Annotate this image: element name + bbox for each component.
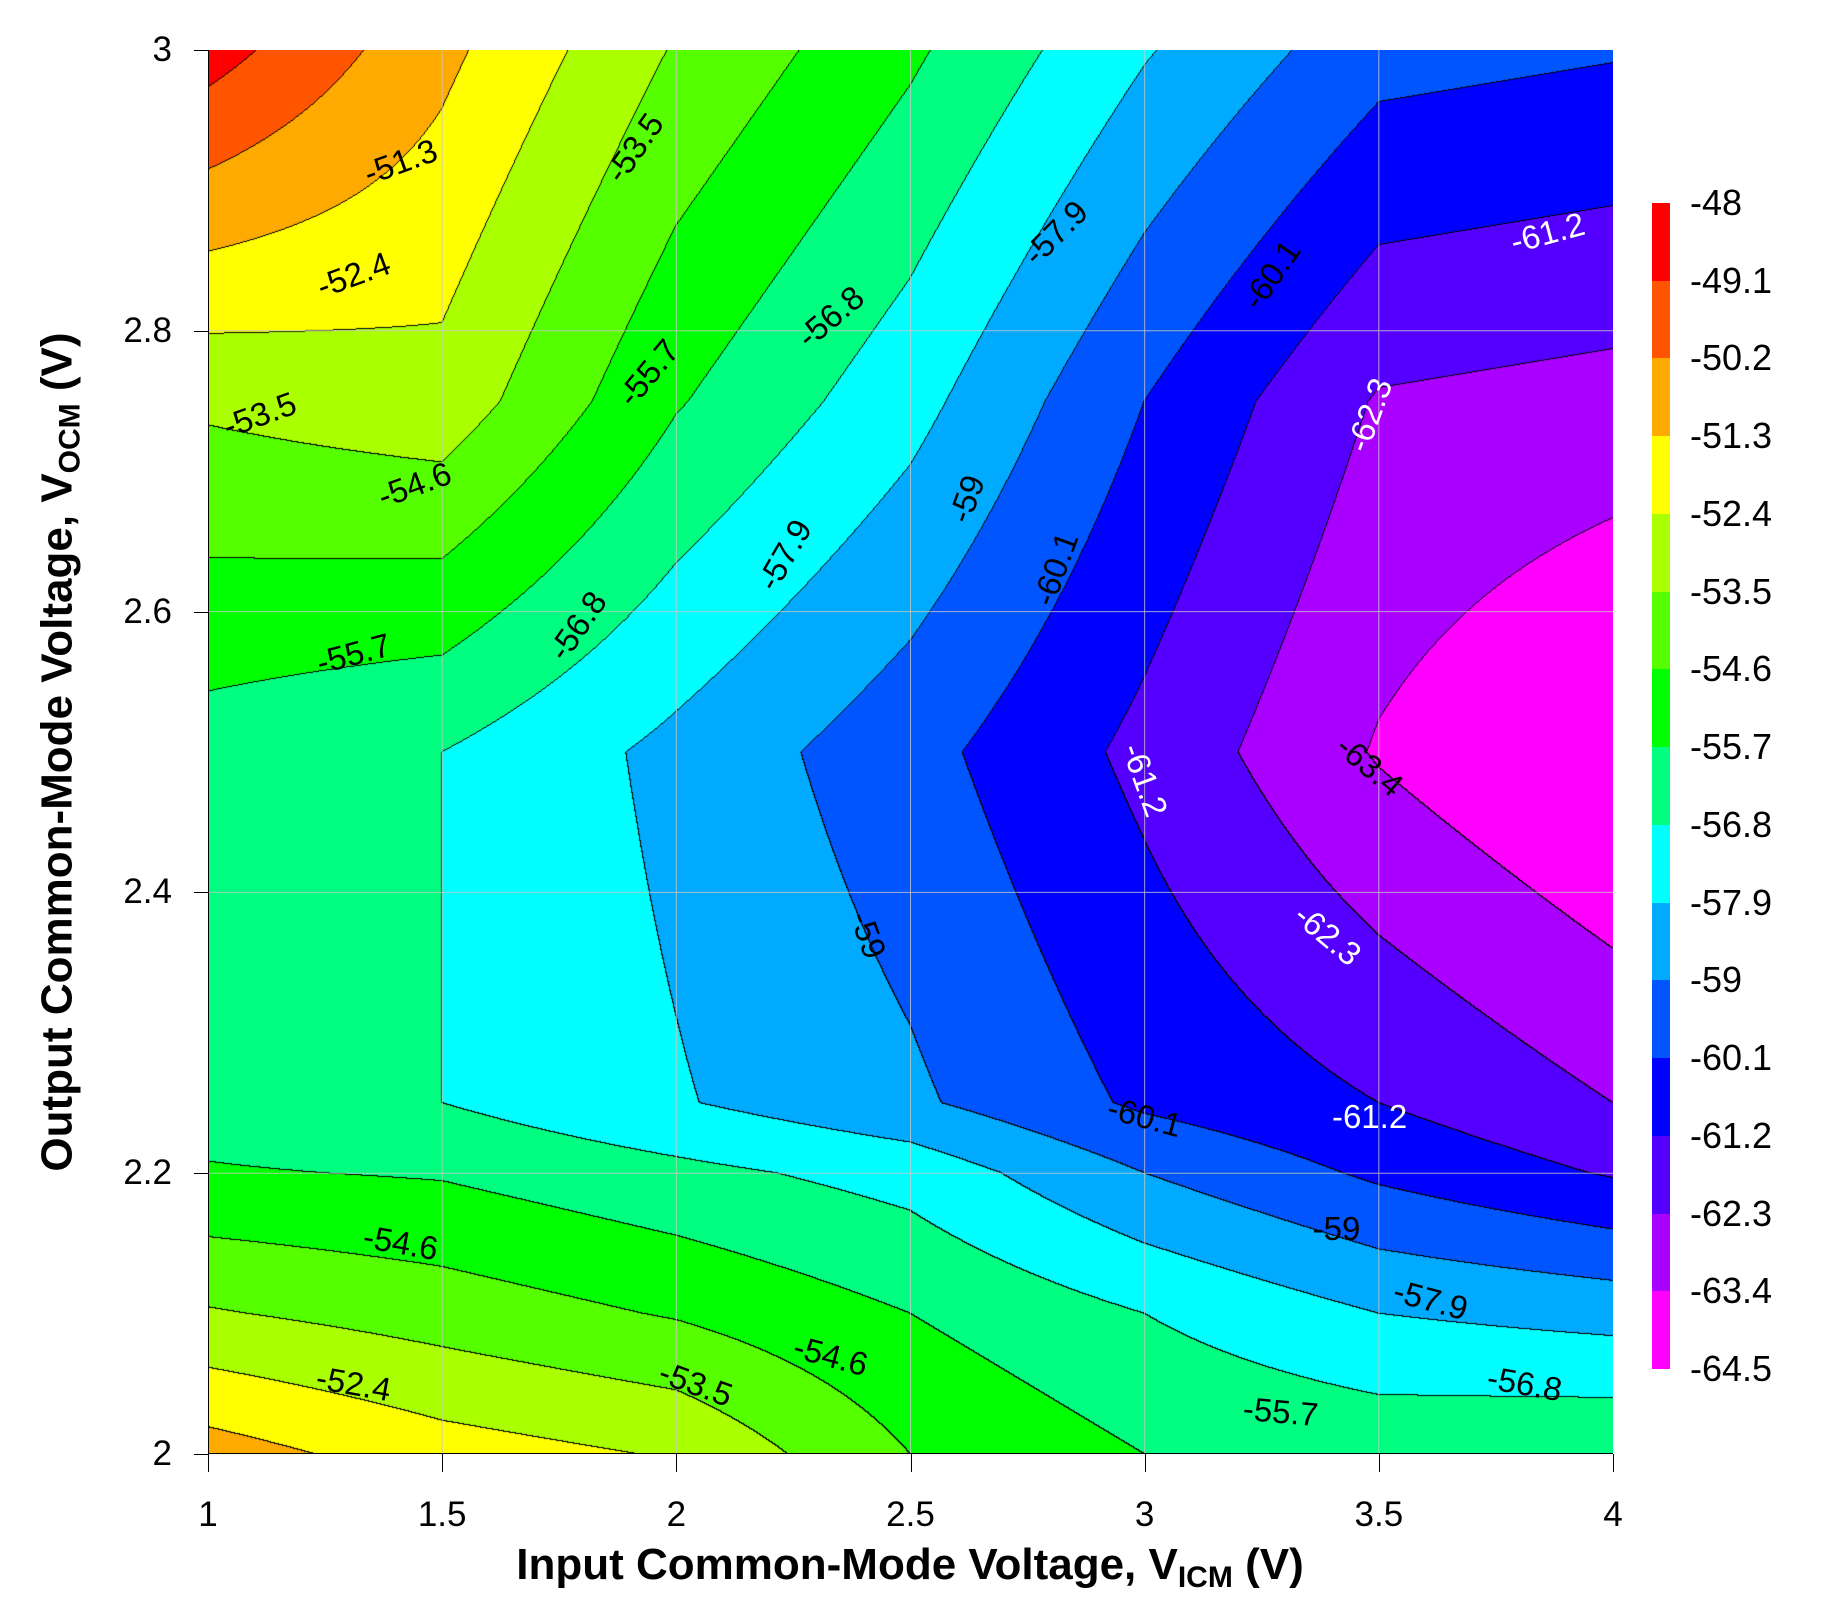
- colorbar-label: -61.2: [1690, 1114, 1773, 1156]
- x-tick-mark: [1613, 1454, 1614, 1472]
- x-tick-label: 3: [1134, 1495, 1155, 1534]
- contour-label: -59: [1312, 1210, 1361, 1248]
- x-tick-label: 1.5: [417, 1495, 467, 1534]
- colorbar-swatch: [1652, 203, 1670, 282]
- colorbar-label: -51.3: [1690, 415, 1773, 457]
- colorbar-label: -59: [1690, 959, 1743, 1001]
- y-axis-title-sub: OCM: [53, 403, 87, 474]
- y-tick-label: 3: [152, 30, 172, 69]
- x-tick-label: 2.5: [886, 1495, 935, 1534]
- colorbar-label: -57.9: [1690, 881, 1773, 923]
- colorbar-swatch: [1652, 824, 1670, 904]
- y-tick-mark: [194, 892, 208, 894]
- x-tick-label: 3.5: [1354, 1495, 1404, 1534]
- grid-and-axes: [208, 50, 1613, 1454]
- y-tick-label: 2.2: [123, 1153, 172, 1193]
- y-tick-mark: [194, 330, 208, 332]
- x-tick-label: 2: [666, 1495, 687, 1534]
- colorbar-swatch: [1652, 280, 1670, 359]
- y-tick-label: 2.6: [123, 591, 172, 631]
- y-tick-mark: [194, 611, 208, 613]
- x-axis-title-text: Input Common-Mode Voltage, V: [516, 1540, 1178, 1589]
- x-tick-label: 1: [198, 1495, 218, 1534]
- y-axis-title-unit: (V): [32, 332, 82, 404]
- x-tick-mark: [442, 1454, 444, 1472]
- colorbar-label: -64.5: [1690, 1348, 1773, 1389]
- colorbar-label: -55.7: [1690, 726, 1773, 768]
- colorbar-swatch: [1652, 1135, 1670, 1215]
- y-axis-title-text: Output Common-Mode Voltage, V: [32, 473, 82, 1172]
- colorbar-label: -54.6: [1690, 648, 1773, 690]
- colorbar-label: -60.1: [1690, 1037, 1773, 1079]
- x-tick-mark: [208, 1454, 209, 1472]
- colorbar-swatch: [1652, 980, 1670, 1059]
- colorbar-label: -53.5: [1690, 570, 1773, 612]
- colorbar-label: -63.4: [1690, 1270, 1773, 1312]
- y-tick-label: 2.4: [123, 872, 172, 912]
- colorbar-label: -48: [1690, 182, 1743, 223]
- x-axis-title-sub: ICM: [1177, 1561, 1233, 1594]
- colorbar-label: -62.3: [1690, 1192, 1773, 1234]
- colorbar-swatch: [1652, 902, 1670, 981]
- y-axis-title: Output Common-Mode Voltage, VOCM (V): [33, 332, 88, 1171]
- contour-plot-area: -51.3 -53.5 -52.4 -53.5 -55.7 -56.8 -57.9 -60.1…: [208, 50, 1613, 1454]
- colorbar-label: -52.4: [1690, 492, 1773, 534]
- colorbar-swatch: [1652, 436, 1670, 515]
- contour-label: -61.2: [1331, 1098, 1408, 1136]
- y-tick-mark: [194, 1454, 208, 1455]
- colorbar-swatch: [1652, 669, 1670, 748]
- x-tick-mark: [910, 1454, 912, 1472]
- y-tick-mark: [194, 1173, 208, 1175]
- colorbar-label: -50.2: [1690, 337, 1773, 379]
- x-tick-mark: [1378, 1454, 1380, 1472]
- contour-label: -55.7: [1241, 1389, 1320, 1434]
- colorbar-swatch: [1652, 747, 1670, 826]
- colorbar-swatch: [1652, 1291, 1670, 1370]
- x-axis-title: Input Common-Mode Voltage, VICM (V): [516, 1540, 1303, 1595]
- colorbar-label: -56.8: [1690, 803, 1773, 845]
- x-tick-mark: [1144, 1454, 1146, 1472]
- x-axis-title-unit: (V): [1232, 1540, 1304, 1589]
- y-tick-label: 2: [152, 1434, 172, 1473]
- colorbar-swatch: [1652, 591, 1670, 670]
- y-tick-mark: [194, 50, 208, 51]
- colorbar-swatch: [1652, 513, 1670, 593]
- y-tick-label: 2.8: [123, 310, 172, 350]
- colorbar-label: -49.1: [1690, 259, 1773, 301]
- colorbar-swatch: [1652, 1213, 1670, 1292]
- x-tick-mark: [676, 1454, 678, 1472]
- x-tick-label: 4: [1603, 1495, 1623, 1534]
- colorbar-swatch: [1652, 1058, 1670, 1137]
- colorbar-swatch: [1652, 358, 1670, 437]
